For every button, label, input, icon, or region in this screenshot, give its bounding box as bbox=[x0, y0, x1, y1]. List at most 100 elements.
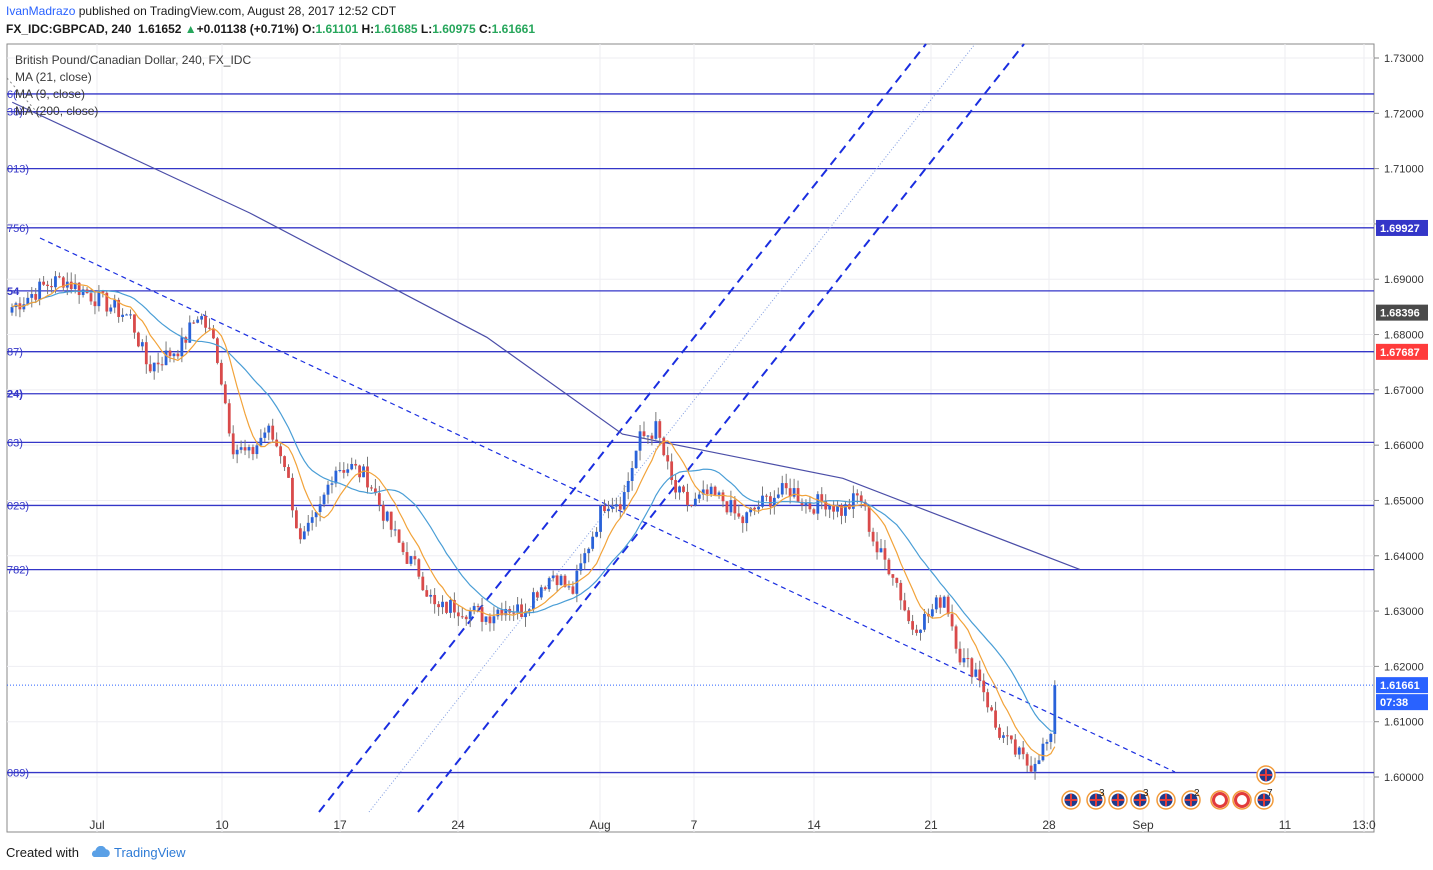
candle-body bbox=[374, 488, 377, 494]
candle-body bbox=[705, 489, 709, 495]
author-link[interactable]: IvanMadrazo bbox=[6, 4, 76, 18]
time-tick-label: 11 bbox=[1279, 818, 1292, 832]
event-count: 7 bbox=[1267, 788, 1273, 799]
economic-events[interactable]: 3 3 2 7 bbox=[1061, 765, 1276, 810]
level-label: 756) bbox=[7, 223, 29, 235]
candle-body bbox=[1037, 760, 1041, 764]
time-tick-label: 24 bbox=[451, 818, 465, 832]
candle-body bbox=[607, 508, 610, 512]
candle-body bbox=[867, 506, 871, 532]
candle-body bbox=[46, 284, 49, 287]
candle-body bbox=[385, 511, 389, 521]
candle-body bbox=[133, 314, 136, 333]
candle-body bbox=[990, 707, 993, 711]
candle-body bbox=[970, 658, 974, 677]
candle-body bbox=[184, 337, 188, 343]
candle-body bbox=[362, 466, 365, 478]
price-tick-label: 1.71000 bbox=[1384, 164, 1424, 176]
candle-body bbox=[840, 505, 843, 516]
candle-body bbox=[614, 504, 618, 507]
candle-body bbox=[690, 504, 693, 506]
candle-body bbox=[295, 510, 298, 529]
candle-body bbox=[330, 483, 334, 485]
candle-body bbox=[1002, 735, 1005, 738]
price-tick-label: 1.64000 bbox=[1384, 551, 1424, 563]
countdown-badge: 07:38 bbox=[1380, 697, 1408, 709]
candle-body bbox=[919, 629, 922, 633]
countdown-badge-bg bbox=[1376, 694, 1428, 711]
candle-body bbox=[950, 614, 954, 627]
candle-body bbox=[812, 509, 816, 514]
candle-body bbox=[287, 467, 290, 478]
candle-body bbox=[488, 616, 492, 624]
level-labels: 6(38) 013) 756) 54 87) 24) 63) 023) 782) 089) bbox=[7, 89, 29, 780]
candle-body bbox=[883, 548, 887, 560]
price-chart[interactable]: 1.730001.720001.710001.700001.690001.680… bbox=[0, 40, 1433, 840]
candle-body bbox=[1041, 743, 1045, 761]
candle-body bbox=[255, 445, 259, 455]
level-label: 6( bbox=[7, 89, 17, 101]
candle-body bbox=[626, 480, 630, 493]
candle-body bbox=[204, 316, 207, 328]
ma21-path bbox=[11, 289, 1055, 732]
candle-body bbox=[468, 610, 472, 620]
tradingview-link[interactable]: TradingView bbox=[114, 845, 186, 860]
candle-body bbox=[449, 599, 452, 613]
candle-body bbox=[200, 316, 203, 320]
price-tick-label: 1.61000 bbox=[1384, 717, 1424, 729]
candle-body bbox=[188, 322, 192, 343]
candle-body bbox=[89, 293, 93, 302]
candle-body bbox=[34, 294, 38, 300]
candle-body bbox=[306, 522, 310, 532]
channel-median-line bbox=[368, 43, 976, 813]
candle-body bbox=[101, 291, 105, 293]
price-badges: 1.69927 1.68396 1.67687 1.61661 07:38 bbox=[1376, 219, 1428, 711]
horizontal-levels bbox=[7, 93, 1374, 774]
time-tick-label: 28 bbox=[1042, 818, 1056, 832]
time-tick-label: Jul bbox=[89, 818, 104, 832]
time-tick-label: 13:0 bbox=[1352, 818, 1376, 832]
candle-body bbox=[583, 553, 587, 564]
candle-body bbox=[421, 576, 425, 591]
candle-body bbox=[1006, 735, 1009, 737]
candle-body bbox=[982, 680, 986, 693]
candle-body bbox=[741, 516, 745, 524]
candle-body bbox=[464, 616, 468, 620]
time-tick-label: 14 bbox=[807, 818, 821, 832]
candle-body bbox=[962, 658, 966, 663]
candle-body bbox=[946, 596, 950, 615]
candle-body bbox=[314, 512, 318, 518]
candle-body bbox=[26, 297, 30, 305]
price-axis[interactable]: 1.730001.720001.710001.700001.690001.680… bbox=[1374, 53, 1424, 784]
candle-body bbox=[223, 384, 227, 404]
candle-body bbox=[761, 495, 764, 507]
candle-body bbox=[646, 435, 650, 437]
candle-body bbox=[504, 608, 508, 616]
candle-body bbox=[512, 612, 516, 614]
candles bbox=[10, 271, 1057, 780]
time-tick-label: 10 bbox=[215, 818, 229, 832]
fib-level-badge: 1.69927 bbox=[1380, 223, 1420, 235]
cloud-icon bbox=[91, 845, 110, 857]
candle-body bbox=[441, 601, 444, 608]
candle-body bbox=[93, 301, 97, 307]
candle-body bbox=[753, 507, 756, 510]
candle-body bbox=[492, 616, 496, 624]
candle-body bbox=[539, 587, 543, 598]
candle-body bbox=[1033, 763, 1037, 772]
candle-body bbox=[709, 486, 713, 495]
time-tick-label: 17 bbox=[333, 818, 347, 832]
candle-body bbox=[243, 447, 247, 451]
candle-body bbox=[765, 495, 768, 497]
candle-body bbox=[733, 500, 737, 514]
candle-body bbox=[370, 487, 373, 489]
candle-body bbox=[148, 364, 152, 372]
candle-body bbox=[998, 727, 1001, 738]
candle-body bbox=[828, 505, 832, 510]
candle-body bbox=[895, 577, 899, 583]
time-axis[interactable]: Jul 10 17 24 Aug 7 14 21 28 Sep 11 13:0 bbox=[89, 818, 1376, 832]
candle-body bbox=[22, 304, 26, 310]
level-label: 54 bbox=[7, 286, 20, 298]
candle-body bbox=[144, 342, 148, 365]
candle-body bbox=[1017, 747, 1021, 755]
